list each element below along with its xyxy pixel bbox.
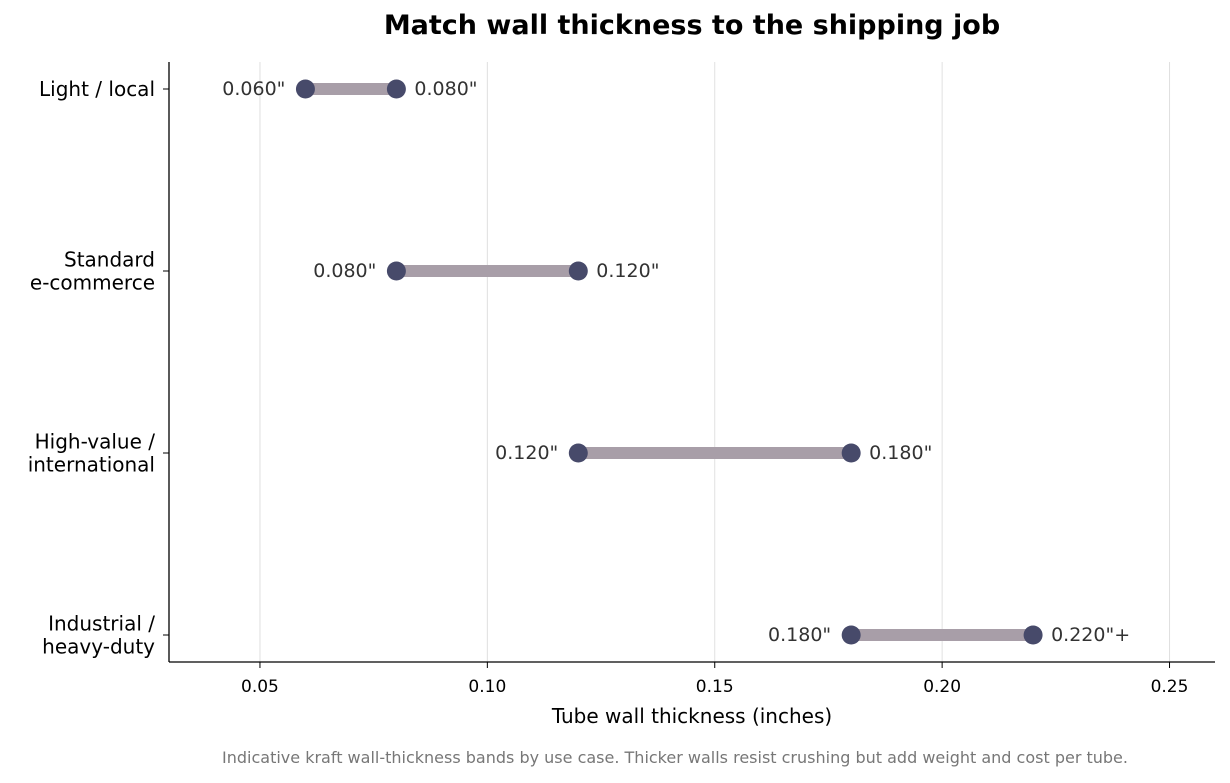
axes: 0.05 0.10 0.15 0.20 0.25 Light / local Standar… <box>28 62 1215 697</box>
x-tick-label: 0.20 <box>923 677 961 697</box>
range-high-label: 0.080" <box>414 78 477 100</box>
chart-title: Match wall thickness to the shipping job <box>383 10 1001 41</box>
x-tick-label: 0.05 <box>241 677 279 697</box>
range-high-dot <box>841 443 861 463</box>
y-tick-label: High-value / international <box>28 430 156 477</box>
y-tick-label: Standard e-commerce <box>30 248 155 295</box>
range-high-label: 0.220"+ <box>1051 624 1130 646</box>
x-tick-label: 0.25 <box>1151 677 1189 697</box>
range-high-dot <box>386 79 406 99</box>
range-high-dot <box>1023 625 1043 645</box>
range-low-dot <box>386 261 406 281</box>
range-low-dot <box>841 625 861 645</box>
gridlines <box>259 62 1171 662</box>
range-low-label: 0.180" <box>768 624 831 646</box>
range-low-label: 0.120" <box>495 442 558 464</box>
y-tick-label: Industrial / heavy-duty <box>42 612 155 659</box>
x-tick-label: 0.15 <box>696 677 734 697</box>
chart-caption: Indicative kraft wall-thickness bands by… <box>222 748 1128 767</box>
range-marks: 0.060" 0.080" 0.080" 0.120" 0.120" 0.180" 0.18… <box>222 78 1130 646</box>
range-high-dot <box>568 261 588 281</box>
range-high-label: 0.120" <box>596 260 659 282</box>
range-low-dot <box>295 79 315 99</box>
range-low-label: 0.060" <box>222 78 285 100</box>
x-axis-label: Tube wall thickness (inches) <box>551 704 832 728</box>
range-high-label: 0.180" <box>869 442 932 464</box>
x-tick-label: 0.10 <box>468 677 506 697</box>
range-low-label: 0.080" <box>313 260 376 282</box>
y-tick-label: Light / local <box>39 77 155 101</box>
range-low-dot <box>568 443 588 463</box>
